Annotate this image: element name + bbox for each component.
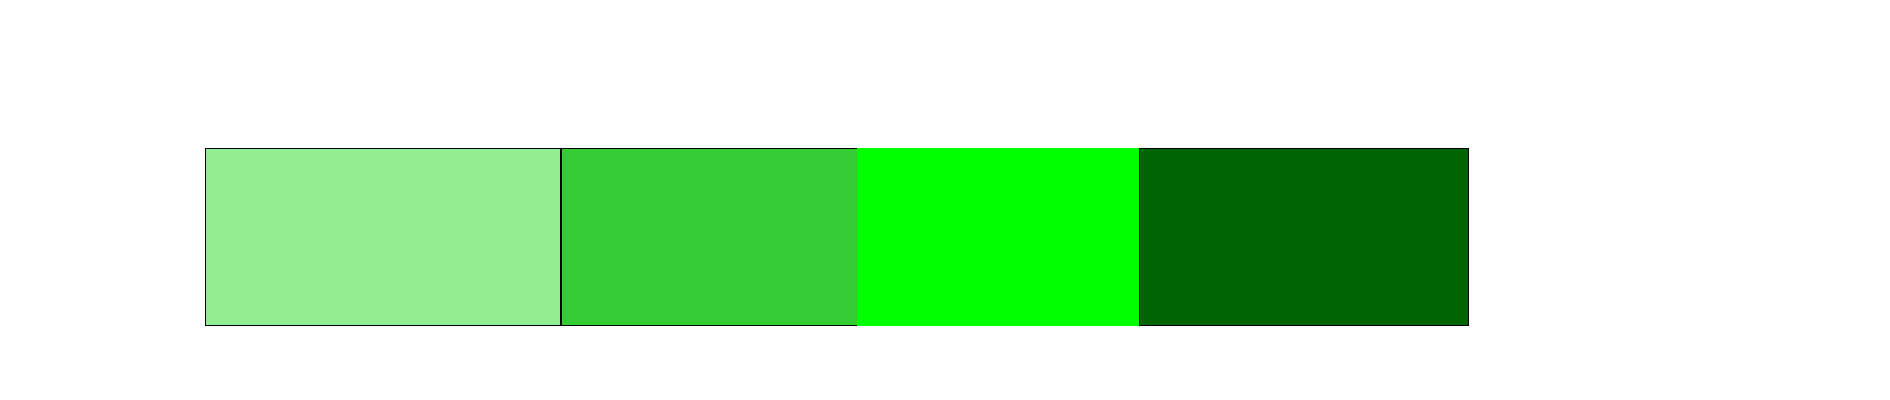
swatch-light-green xyxy=(205,148,561,326)
swatch-bright-green xyxy=(857,148,1140,326)
swatch-dark-green xyxy=(1139,148,1469,326)
swatch-medium-green xyxy=(561,148,858,326)
